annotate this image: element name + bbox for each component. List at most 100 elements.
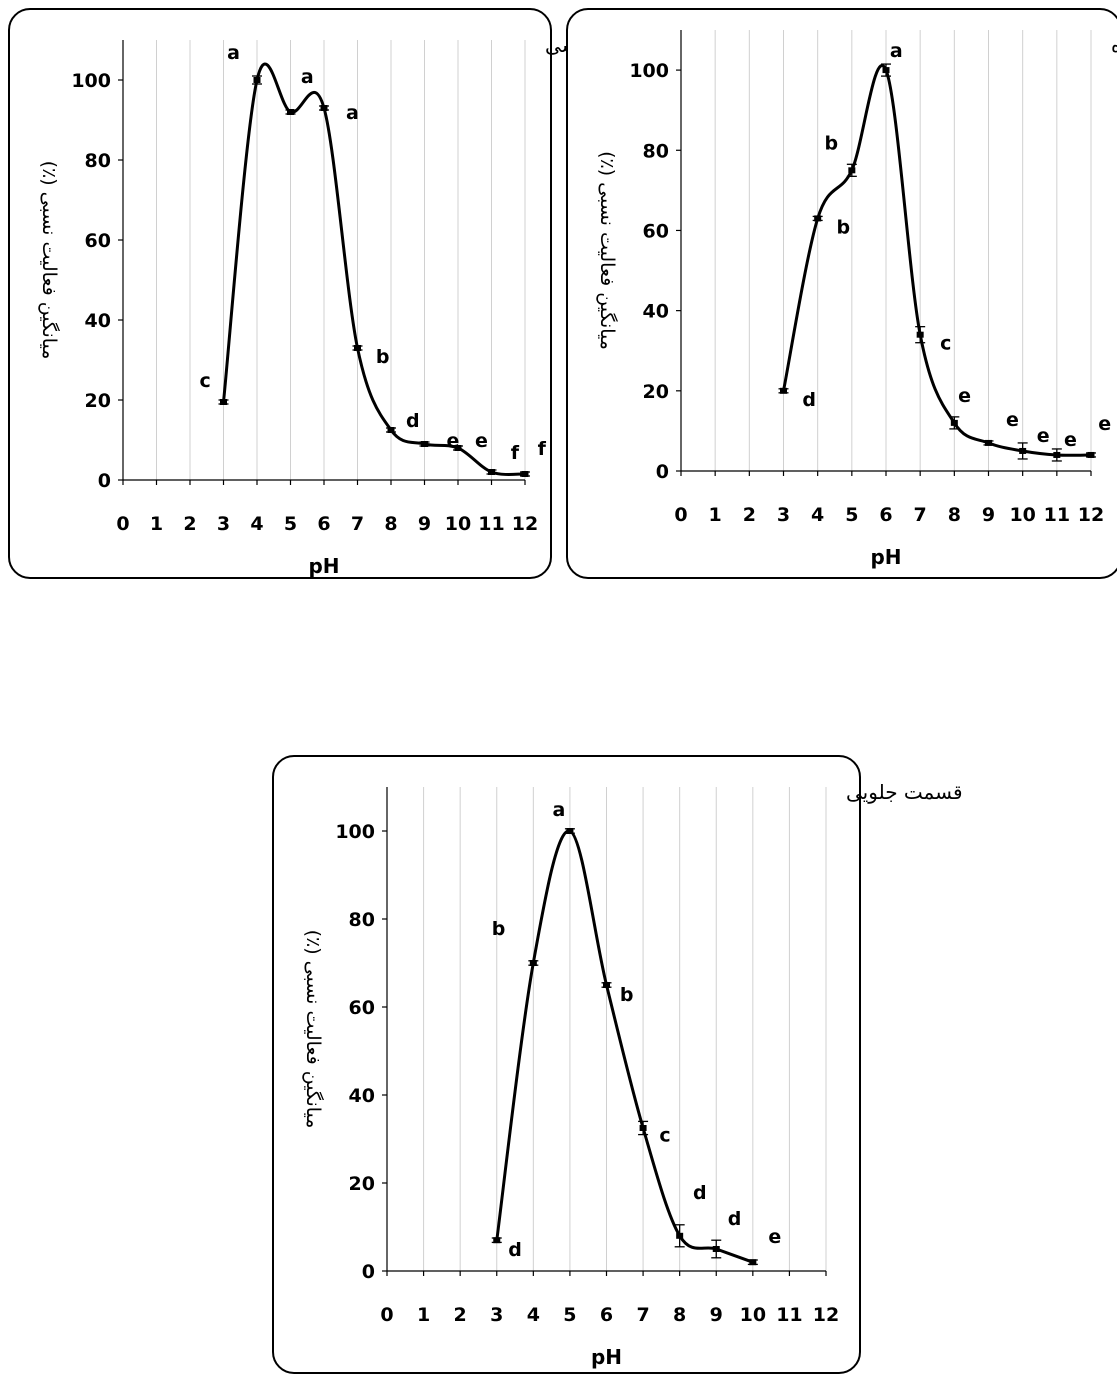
y-tick-label: 100 xyxy=(71,70,111,92)
x-tick-label: 1 xyxy=(709,504,722,526)
x-tick-label: 0 xyxy=(674,504,687,526)
x-tick-label: 9 xyxy=(982,504,995,526)
y-tick-label: 20 xyxy=(349,1173,375,1195)
x-tick-label: 12 xyxy=(1078,504,1104,526)
x-tick-label: 9 xyxy=(710,1304,723,1326)
x-tick-label: 3 xyxy=(217,513,230,535)
significance-letter: a xyxy=(346,102,359,124)
chart-panel-digestive-glands: 0 20 40 60 80 100 0 1 2 3 4 5 6 7 8 9 10 11 12 pH میانگین فع… xyxy=(8,8,650,579)
x-tick-label: 7 xyxy=(914,504,927,526)
x-tick-label: 1 xyxy=(417,1304,430,1326)
x-tick-label: 2 xyxy=(183,513,196,535)
x-tick-label: 10 xyxy=(1009,504,1035,526)
y-tick-label: 80 xyxy=(349,909,375,931)
x-tick-label: 5 xyxy=(845,504,858,526)
x-tick-label: 1 xyxy=(150,513,163,535)
significance-letter: c xyxy=(659,1125,670,1147)
data-point xyxy=(1019,447,1027,454)
significance-letter: d xyxy=(693,1182,707,1204)
x-tick-label: 4 xyxy=(527,1304,540,1326)
data-point xyxy=(603,982,610,988)
x-tick-label: 2 xyxy=(743,504,756,526)
data-point xyxy=(639,1125,647,1131)
significance-letter: e xyxy=(1098,413,1111,435)
data-point xyxy=(950,419,958,426)
y-tick-label: 100 xyxy=(629,60,669,82)
data-point xyxy=(882,67,890,74)
significance-letter: d xyxy=(406,410,420,432)
significance-letter: d xyxy=(508,1239,522,1261)
data-point xyxy=(712,1246,720,1252)
significance-letter: c xyxy=(940,333,951,355)
x-tick-label: 0 xyxy=(116,513,129,535)
data-point xyxy=(454,445,462,451)
x-tick-label: 5 xyxy=(563,1304,576,1326)
significance-letter: a xyxy=(553,799,566,821)
significance-letter: d xyxy=(802,389,816,411)
significance-letter: b xyxy=(492,918,506,940)
y-tick-label: 40 xyxy=(85,310,111,332)
data-point xyxy=(814,215,822,222)
significance-letter: e xyxy=(1006,409,1019,431)
x-tick-label: 12 xyxy=(512,513,538,535)
series-line xyxy=(222,62,526,476)
y-axis-title: میانگین فعالیت نسبی (٪) xyxy=(596,151,619,350)
significance-letter: e xyxy=(447,430,460,452)
significance-letter: d xyxy=(728,1208,742,1230)
x-tick-label: 3 xyxy=(777,504,790,526)
x-axis-title: pH xyxy=(870,545,901,569)
significance-letter: e xyxy=(1064,429,1077,451)
x-tick-label: 0 xyxy=(380,1304,393,1326)
data-point xyxy=(848,167,856,174)
data-point xyxy=(566,828,574,834)
x-tick-label: 10 xyxy=(740,1304,766,1326)
y-tick-label: 40 xyxy=(349,1085,375,1107)
x-tick-label: 9 xyxy=(418,513,431,535)
data-point xyxy=(521,471,529,477)
significance-letter: b xyxy=(376,346,390,368)
data-point xyxy=(493,1237,501,1244)
y-axis-title: میانگین فعالیت نسبی (٪) xyxy=(38,161,61,360)
data-point xyxy=(780,387,787,394)
x-tick-label: 6 xyxy=(317,513,330,535)
x-axis-title: pH xyxy=(308,554,339,578)
y-tick-label: 80 xyxy=(85,150,111,172)
y-tick-label: 20 xyxy=(643,381,669,403)
data-point xyxy=(220,399,227,405)
y-tick-label: 0 xyxy=(98,470,111,492)
x-tick-label: 12 xyxy=(813,1304,839,1326)
y-tick-label: 60 xyxy=(643,220,669,242)
significance-letter: e xyxy=(1037,425,1050,447)
data-point xyxy=(287,109,294,115)
significance-letter: b xyxy=(825,132,839,154)
x-tick-label: 8 xyxy=(948,504,961,526)
data-point xyxy=(1087,451,1095,458)
x-tick-label: 11 xyxy=(1044,504,1070,526)
x-tick-label: 2 xyxy=(454,1304,467,1326)
significance-letter: e xyxy=(768,1226,781,1248)
x-tick-label: 6 xyxy=(600,1304,613,1326)
significance-letter: a xyxy=(301,66,314,88)
y-tick-label: 0 xyxy=(656,461,669,483)
data-point xyxy=(529,960,537,966)
data-point xyxy=(749,1259,757,1266)
x-tick-label: 4 xyxy=(811,504,824,526)
data-point xyxy=(488,469,495,475)
y-tick-label: 60 xyxy=(85,230,111,252)
significance-letter: e xyxy=(958,385,971,407)
series-line xyxy=(782,64,1092,457)
y-axis-title: میانگین فعالیت نسبی (٪) xyxy=(302,930,325,1129)
significance-letter: f xyxy=(538,438,547,460)
series-line xyxy=(495,829,754,1264)
significance-letter: a xyxy=(227,42,240,64)
x-tick-label: 5 xyxy=(284,513,297,535)
data-point xyxy=(1053,451,1061,458)
significance-letter: b xyxy=(836,216,850,238)
data-point xyxy=(985,439,992,446)
chart-panel-foregut: 0 20 40 60 80 100 0 1 2 3 4 5 6 7 8 9 10 11 12 pH میانگین فع… xyxy=(272,755,963,1374)
y-tick-label: 20 xyxy=(85,390,111,412)
data-point xyxy=(916,331,924,338)
y-tick-label: 0 xyxy=(362,1261,375,1283)
